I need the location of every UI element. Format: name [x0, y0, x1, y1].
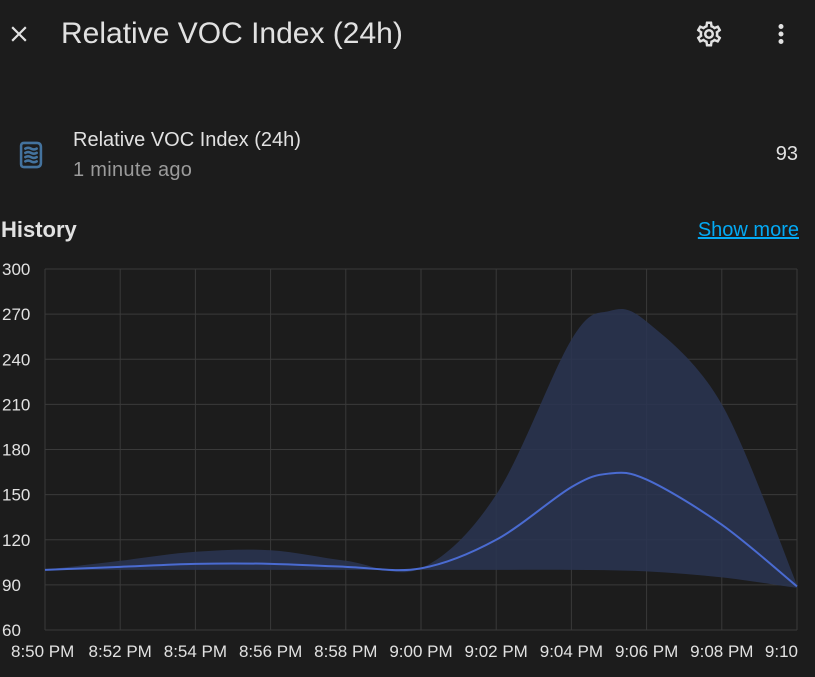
close-icon	[11, 26, 27, 42]
y-tick-label: 240	[2, 350, 30, 369]
y-tick-label: 60	[2, 621, 21, 640]
dialog-header: Relative VOC Index (24h)	[0, 0, 815, 70]
entity-icon-container	[13, 137, 49, 173]
x-tick-label: 8:58 PM	[314, 642, 377, 661]
y-tick-label: 300	[2, 260, 30, 279]
x-tick-label: 9:06 PM	[615, 642, 678, 661]
entity-row[interactable]: Relative VOC Index (24h) 1 minute ago 93	[0, 120, 815, 190]
dialog-title: Relative VOC Index (24h)	[61, 17, 403, 50]
entity-state-value: 93	[775, 143, 798, 165]
history-line-series	[44, 471, 798, 588]
x-tick-label: 8:54 PM	[164, 642, 227, 661]
y-tick-label: 90	[2, 576, 21, 595]
y-tick-label: 150	[2, 486, 30, 505]
x-tick-label: 9:08 PM	[690, 642, 753, 661]
x-tick-label: 9:10	[765, 642, 798, 661]
entity-last-changed: 1 minute ago	[73, 159, 193, 181]
y-tick-label: 180	[2, 441, 30, 460]
x-tick-label: 8:52 PM	[89, 642, 152, 661]
dots-vertical-icon	[778, 24, 784, 44]
y-tick-label: 210	[2, 395, 30, 414]
x-tick-label: 8:50 PM	[11, 642, 74, 661]
x-tick-label: 9:04 PM	[540, 642, 603, 661]
history-band-area	[45, 309, 797, 588]
close-button[interactable]	[4, 15, 34, 53]
gear-icon	[696, 21, 722, 47]
history-chart-svg[interactable]: 300 270 240 210 180 150 120 90 60 8:50 PM 8:52 PM 8…	[0, 250, 815, 677]
x-tick-label: 8:56 PM	[239, 642, 302, 661]
y-tick-label: 120	[2, 531, 30, 550]
settings-button[interactable]	[690, 15, 728, 53]
show-more-link[interactable]: Show more	[697, 219, 799, 241]
history-heading: History	[1, 217, 77, 242]
x-tick-label: 9:00 PM	[389, 642, 452, 661]
history-chart[interactable]: 300 270 240 210 180 150 120 90 60 8:50 PM 8:52 PM 8…	[0, 250, 815, 677]
x-tick-label: 9:02 PM	[465, 642, 528, 661]
entity-name: Relative VOC Index (24h)	[73, 129, 301, 151]
y-tick-label: 270	[2, 305, 30, 324]
more-options-button[interactable]	[762, 15, 800, 53]
radiator-icon	[19, 141, 43, 169]
